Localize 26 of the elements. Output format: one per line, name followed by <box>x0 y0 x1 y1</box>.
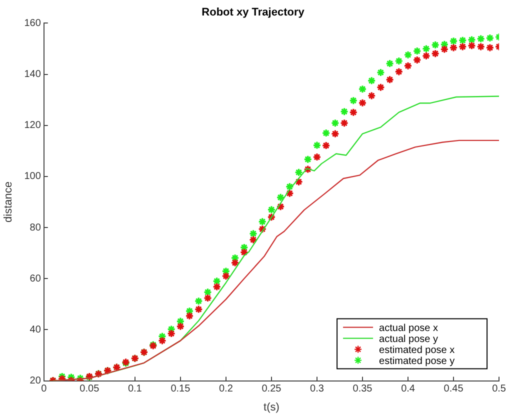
legend-label: estimated pose y <box>379 356 455 367</box>
chart-title: Robot xy Trajectory <box>202 6 306 19</box>
x-tick-label: 0.45 <box>444 384 464 395</box>
x-tick-label: 0 <box>41 384 48 395</box>
x-tick-label: 0.1 <box>128 384 142 395</box>
y-axis-title: distance <box>2 182 15 222</box>
y-tick-label: 120 <box>24 120 42 132</box>
legend-label: estimated pose x <box>379 344 455 356</box>
x-tick-label: 0.05 <box>80 384 100 395</box>
x-tick-label: 0.25 <box>262 384 282 395</box>
legend-label: actual pose y <box>379 334 438 345</box>
legend-label: actual pose x <box>379 322 438 334</box>
x-axis-title: t(s) <box>264 401 280 414</box>
y-tick-label: 160 <box>24 18 42 29</box>
x-tick-label: 0.5 <box>492 384 506 395</box>
y-tick-label: 80 <box>30 222 42 234</box>
x-tick-label: 0.35 <box>352 384 373 395</box>
y-tick-label: 100 <box>24 171 42 182</box>
x-tick-label: 0.15 <box>170 384 191 395</box>
y-tick-label: 40 <box>30 324 42 336</box>
x-tick-label: 0.3 <box>310 384 324 395</box>
y-tick-label: 140 <box>24 69 42 80</box>
x-tick-label: 0.4 <box>401 384 416 395</box>
y-tick-label: 60 <box>30 273 42 284</box>
y-tick-label: 20 <box>30 376 42 387</box>
x-tick-label: 0.2 <box>218 384 234 395</box>
